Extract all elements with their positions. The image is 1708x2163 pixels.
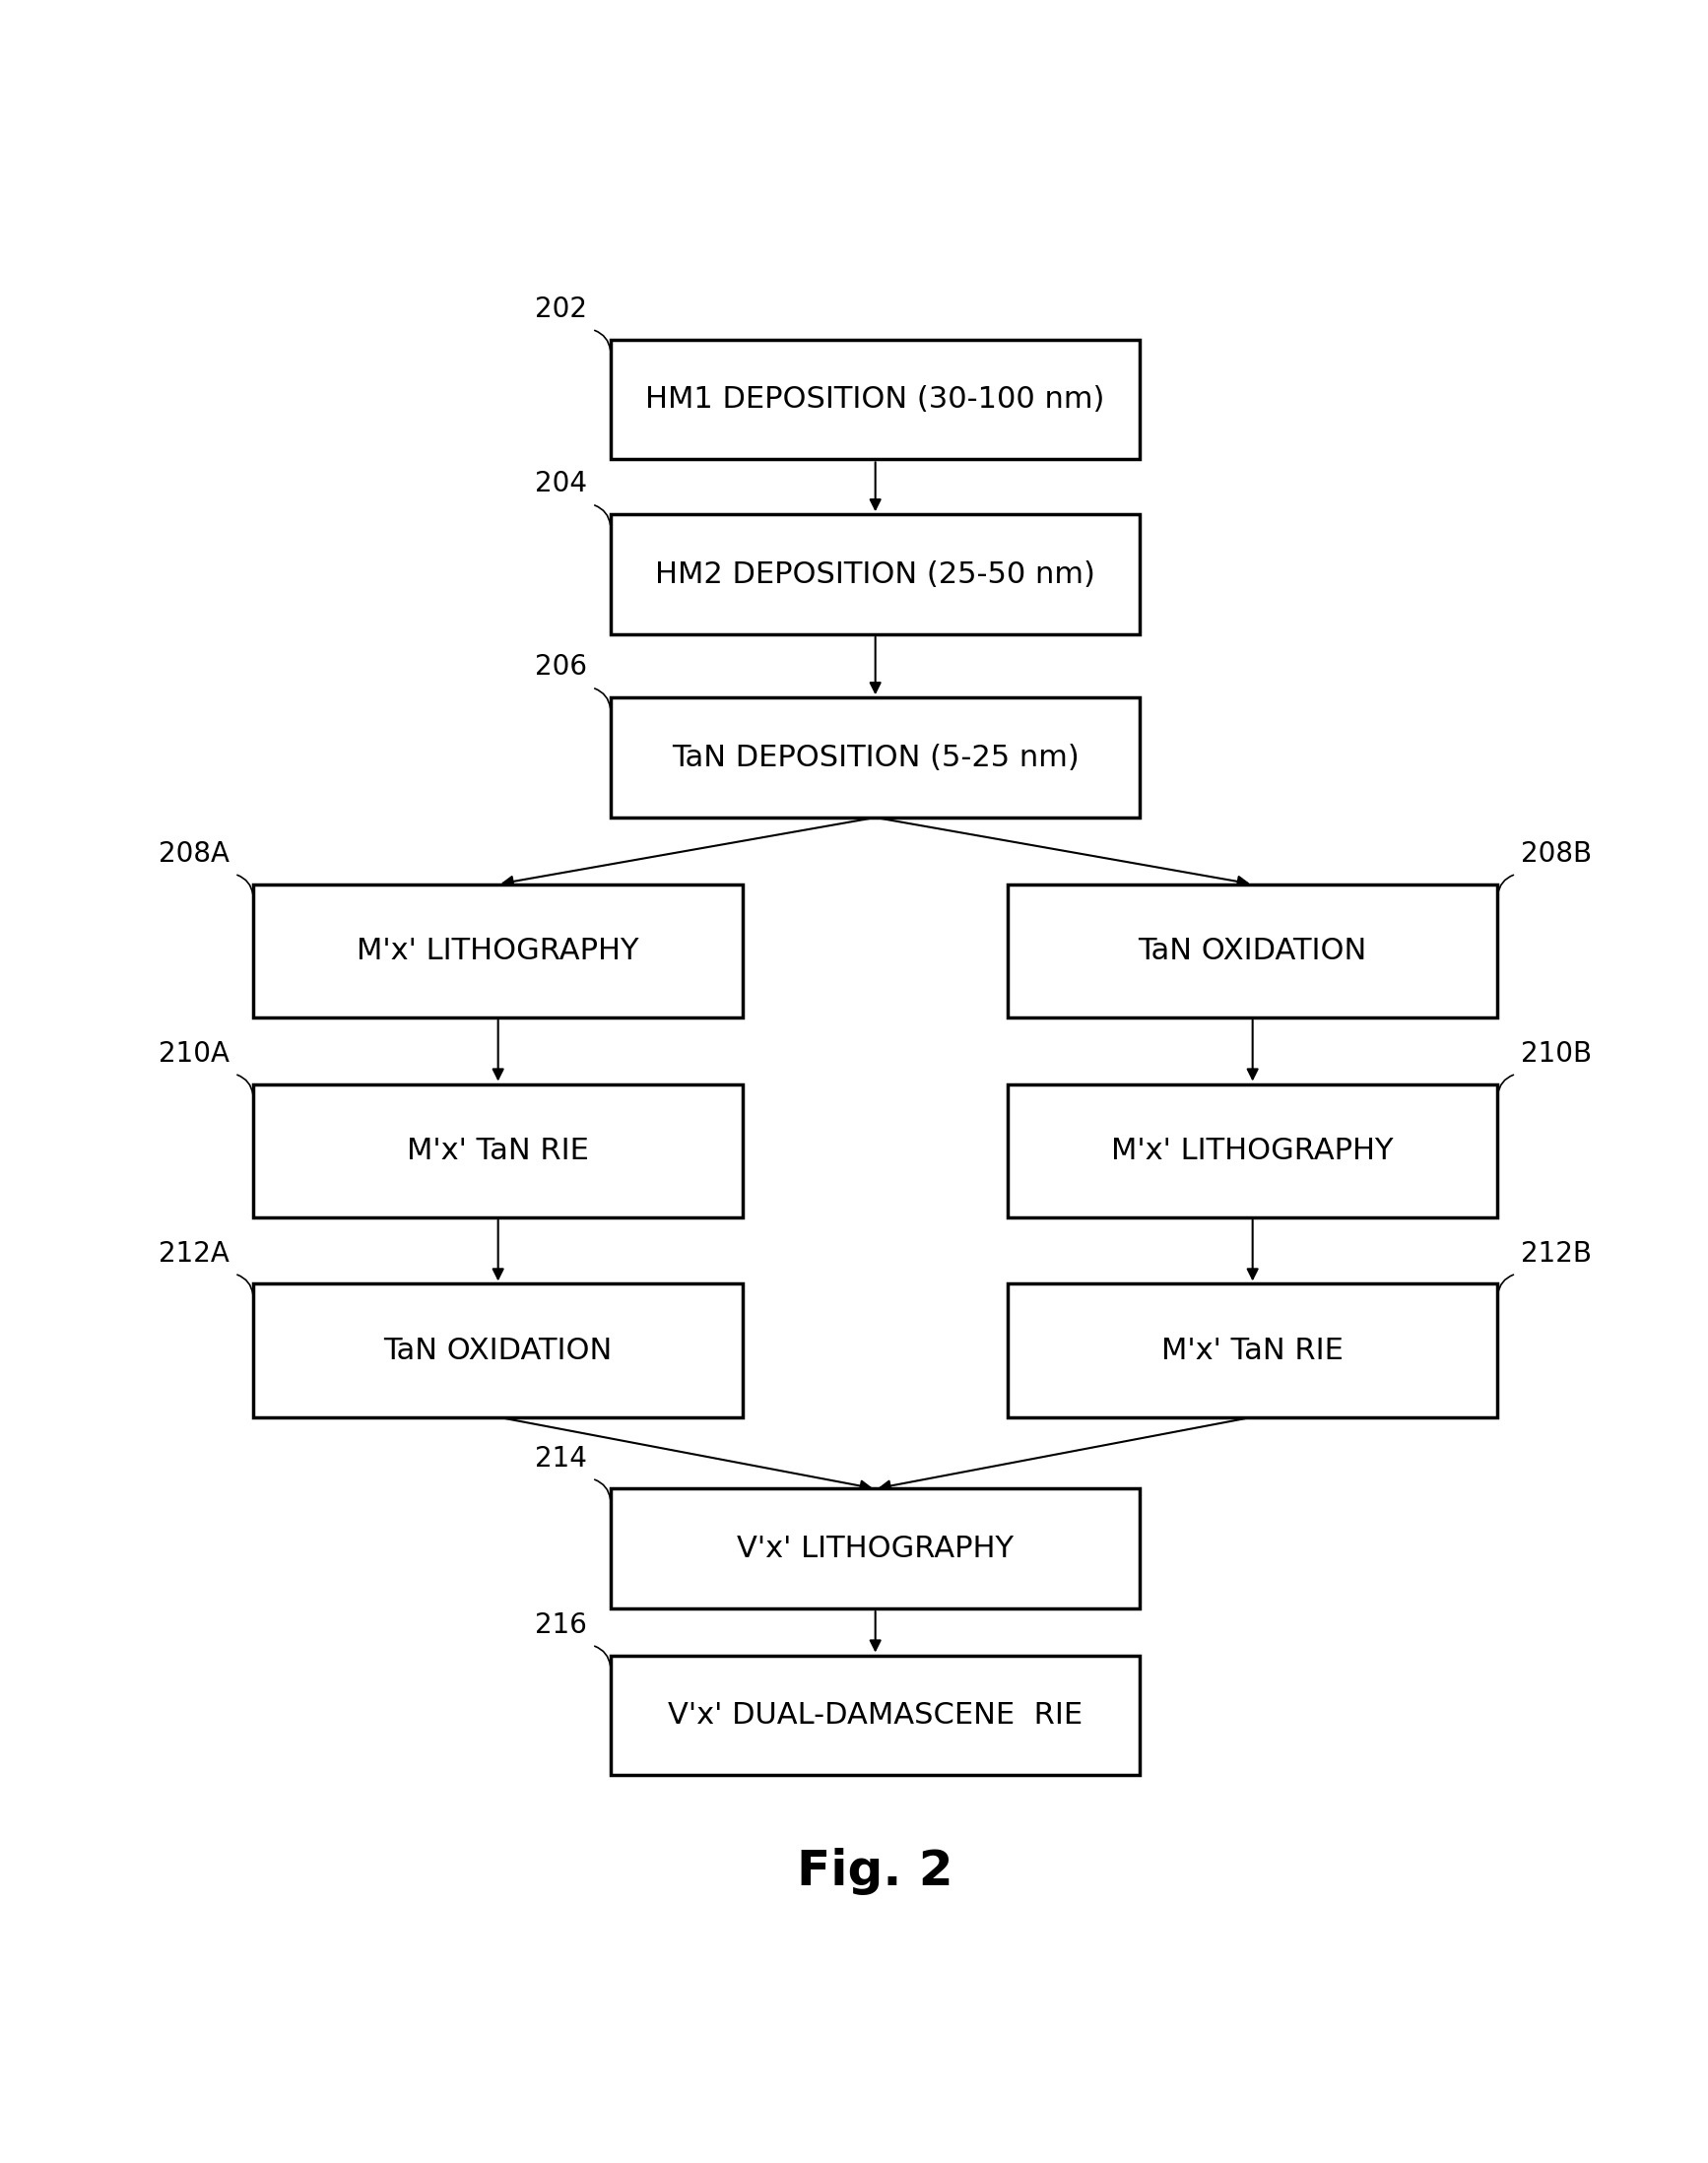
Bar <box>253 885 743 1017</box>
Text: TaN OXIDATION: TaN OXIDATION <box>1138 937 1366 965</box>
Text: TaN OXIDATION: TaN OXIDATION <box>384 1337 613 1365</box>
Text: M'x' TaN RIE: M'x' TaN RIE <box>1161 1337 1344 1365</box>
Text: 208A: 208A <box>159 839 229 867</box>
Text: M'x' TaN RIE: M'x' TaN RIE <box>407 1136 589 1166</box>
Text: V'x' LITHOGRAPHY: V'x' LITHOGRAPHY <box>736 1534 1015 1564</box>
Text: 210A: 210A <box>159 1040 229 1066</box>
Bar <box>611 515 1141 634</box>
Text: 210B: 210B <box>1522 1040 1592 1066</box>
Text: 212A: 212A <box>159 1239 229 1268</box>
Text: 206: 206 <box>535 653 588 681</box>
Bar <box>1008 1084 1498 1218</box>
Text: V'x' DUAL-DAMASCENE  RIE: V'x' DUAL-DAMASCENE RIE <box>668 1700 1083 1730</box>
Text: Fig. 2: Fig. 2 <box>798 1847 953 1895</box>
Text: 216: 216 <box>535 1611 588 1640</box>
Bar <box>253 1285 743 1417</box>
Bar <box>253 1084 743 1218</box>
Text: M'x' LITHOGRAPHY: M'x' LITHOGRAPHY <box>1112 1136 1394 1166</box>
Text: 212B: 212B <box>1522 1239 1592 1268</box>
Bar <box>611 340 1141 459</box>
Bar <box>1008 1285 1498 1417</box>
Bar <box>611 1488 1141 1609</box>
Text: HM1 DEPOSITION (30-100 nm): HM1 DEPOSITION (30-100 nm) <box>646 385 1105 413</box>
Text: M'x' LITHOGRAPHY: M'x' LITHOGRAPHY <box>357 937 639 965</box>
Text: 204: 204 <box>535 469 588 497</box>
Text: 208B: 208B <box>1522 839 1592 867</box>
Text: HM2 DEPOSITION (25-50 nm): HM2 DEPOSITION (25-50 nm) <box>656 560 1095 588</box>
Text: TaN DEPOSITION (5-25 nm): TaN DEPOSITION (5-25 nm) <box>671 744 1079 772</box>
Text: 214: 214 <box>535 1445 588 1473</box>
Bar <box>1008 885 1498 1017</box>
Bar <box>611 699 1141 818</box>
Text: 202: 202 <box>535 296 588 322</box>
Bar <box>611 1655 1141 1776</box>
